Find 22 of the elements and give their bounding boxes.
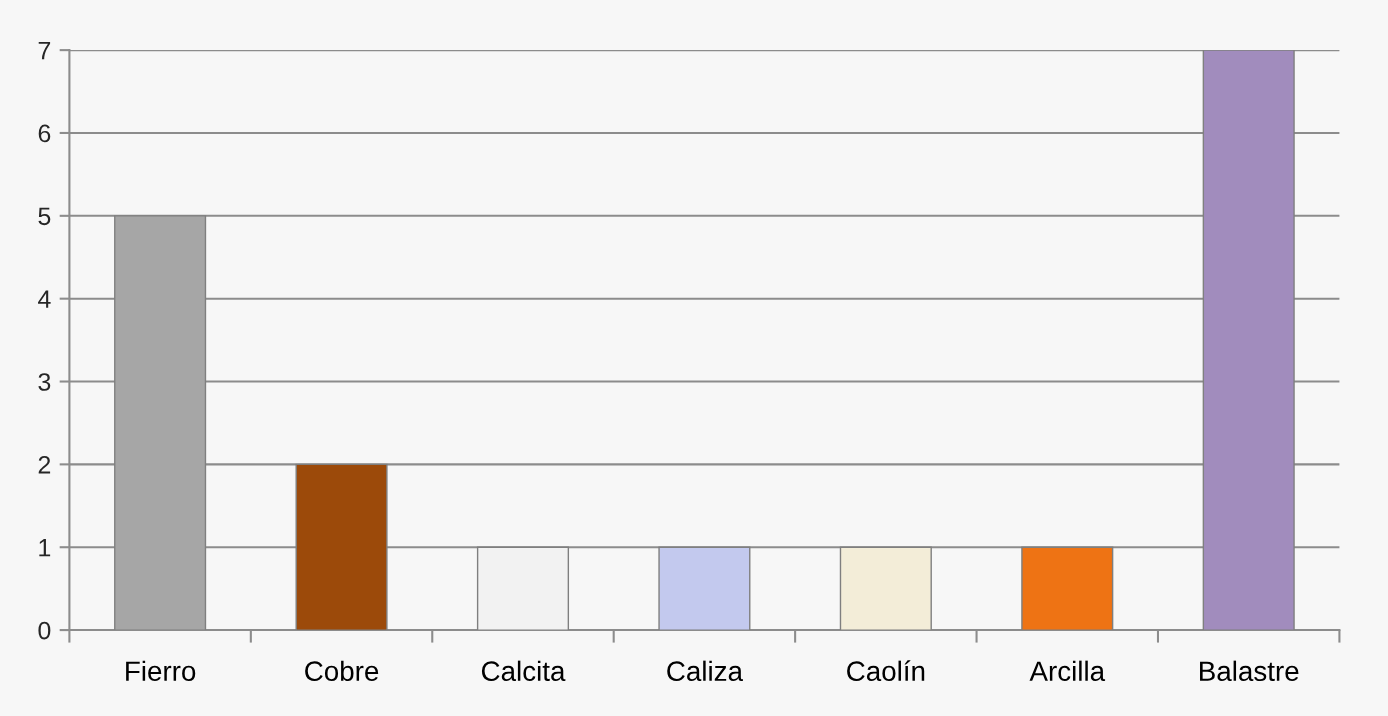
x-tick-label: Balastre: [1200, 660, 1299, 682]
y-tick-label: 2: [38, 455, 51, 474]
x-tick-label: Caolín: [847, 660, 925, 682]
y-tick-label: 7: [38, 41, 51, 60]
y-tick-label: 5: [38, 207, 51, 226]
y-tick-label: 3: [38, 373, 51, 391]
y-tick-label: 6: [38, 124, 51, 143]
x-tick-label: Fierro: [126, 660, 196, 682]
x-tick-label: Caliza: [667, 660, 743, 682]
y-tick-label: 4: [38, 290, 51, 308]
bar: [839, 546, 932, 631]
bar: [1021, 546, 1114, 631]
bar: [295, 463, 388, 631]
y-tick-label: 1: [39, 539, 51, 557]
bar: [658, 546, 751, 631]
x-tick-label: Calcita: [481, 660, 566, 682]
x-tick-label: Arcilla: [1029, 660, 1106, 682]
y-tick-label: 0: [38, 621, 51, 640]
bar: [114, 215, 207, 631]
x-tick-label: Cobre: [305, 660, 379, 682]
bar: [1202, 50, 1295, 631]
bar: [476, 546, 570, 631]
